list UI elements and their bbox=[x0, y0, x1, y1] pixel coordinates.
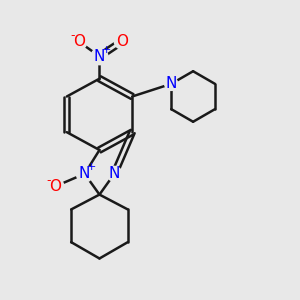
Text: O: O bbox=[50, 179, 61, 194]
Text: +: + bbox=[101, 45, 111, 56]
Text: -: - bbox=[46, 174, 51, 187]
Circle shape bbox=[107, 166, 122, 181]
Text: O: O bbox=[116, 34, 128, 49]
Circle shape bbox=[76, 166, 93, 182]
Text: O: O bbox=[73, 34, 85, 49]
Text: +: + bbox=[87, 162, 96, 172]
Text: N: N bbox=[109, 166, 120, 181]
Text: -: - bbox=[70, 29, 74, 42]
Circle shape bbox=[165, 77, 178, 90]
Circle shape bbox=[70, 33, 87, 50]
Text: N: N bbox=[94, 49, 105, 64]
Circle shape bbox=[47, 178, 64, 195]
Circle shape bbox=[91, 48, 108, 65]
Text: N: N bbox=[166, 76, 177, 92]
Circle shape bbox=[114, 34, 129, 49]
Text: N: N bbox=[79, 166, 90, 181]
